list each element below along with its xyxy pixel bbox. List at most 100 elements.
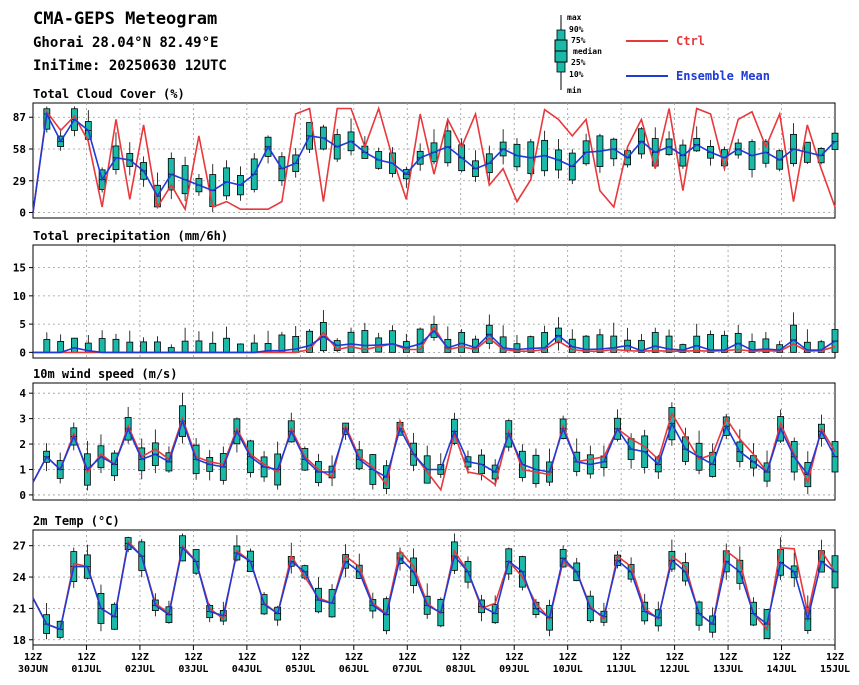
y-tick-label: 15 <box>13 262 26 275</box>
panel-1: Total Cloud Cover (%) 0 29 58 87 <box>13 87 839 220</box>
location-label: Ghorai 28.04°N 82.49°E <box>33 35 218 51</box>
x-tick-label-hour: 12Z <box>612 652 630 663</box>
x-tick-label-date: 08JUL <box>446 664 476 675</box>
x-tick-label-hour: 12Z <box>452 652 470 663</box>
box-body <box>748 341 756 353</box>
box-body <box>57 341 65 353</box>
x-tick-label-hour: 12Z <box>291 652 309 663</box>
box-body <box>651 332 659 353</box>
x-tick-label-hour: 12Z <box>184 652 202 663</box>
box-legend-median-label: median <box>573 46 602 56</box>
box-legend-max: max <box>567 13 582 22</box>
x-tick-label-date: 07JUL <box>392 664 422 675</box>
panel-frame <box>32 382 836 501</box>
box-body <box>817 341 825 353</box>
y-tick-label: 0 <box>19 207 26 220</box>
x-tick-label-hour: 12Z <box>773 652 791 663</box>
box-body <box>582 335 590 353</box>
box-body <box>71 337 78 353</box>
box-body <box>790 324 797 353</box>
box-body <box>43 339 51 353</box>
box-body <box>541 332 549 353</box>
x-axis: 12Z30JUN12Z01JUL12Z02JUL12Z03JUL12Z04JUL… <box>18 645 850 675</box>
x-tick-label-date: 11JUL <box>606 664 636 675</box>
panel-title: Total precipitation (mm/6h) <box>33 229 228 243</box>
legend-ctrl-label: Ctrl <box>676 34 705 48</box>
x-tick-label-hour: 12Z <box>719 652 737 663</box>
x-tick-label-hour: 12Z <box>24 652 42 663</box>
box-body <box>361 330 369 353</box>
x-tick-label-date: 05JUL <box>285 664 315 675</box>
box-body <box>762 338 770 353</box>
y-tick-label: 4 <box>19 387 26 400</box>
panel-2: Total precipitation (mm/6h) 0 5 10 15 <box>13 229 839 359</box>
y-tick-label: 5 <box>19 318 26 331</box>
series-ensemble-mean-line <box>32 418 836 483</box>
y-tick-label: 18 <box>13 634 26 647</box>
x-tick-label-date: 03JUL <box>178 664 208 675</box>
box-body <box>389 330 396 353</box>
legend-mean-label: Ensemble Mean <box>676 69 770 83</box>
box-body <box>306 330 313 353</box>
box-body <box>458 332 466 353</box>
y-tick-label: 87 <box>13 111 26 124</box>
box-body <box>596 334 604 353</box>
x-tick-label-date: 01JUL <box>71 664 101 675</box>
x-tick-label-hour: 12Z <box>826 652 844 663</box>
x-tick-label-hour: 12Z <box>666 652 684 663</box>
x-tick-label-date: 10JUL <box>553 664 583 675</box>
y-tick-label: 27 <box>13 540 26 553</box>
x-tick-label-date: 04JUL <box>232 664 262 675</box>
series-ensemble-mean-line <box>32 542 836 631</box>
box-legend-p75: 75% <box>571 36 586 45</box>
box-body <box>513 343 521 353</box>
y-tick-label: 3 <box>19 413 26 426</box>
box-body <box>237 343 244 353</box>
x-tick-label-date: 30JUN <box>18 664 48 675</box>
box-body <box>223 337 230 353</box>
box-body <box>209 342 217 353</box>
panel-frame <box>32 244 836 359</box>
box-body <box>720 334 728 353</box>
series-ensemble-mean-line <box>32 111 836 213</box>
box-legend: max 90% 75% median 25% 10% min <box>554 13 602 95</box>
series-ctrl-line <box>32 105 836 213</box>
box-legend-p10: 10% <box>569 70 584 79</box>
x-tick-label-hour: 12Z <box>398 652 416 663</box>
panel-title: 2m Temp (°C) <box>33 514 120 528</box>
x-tick-label-date: 06JUL <box>339 664 369 675</box>
box-body <box>195 340 203 353</box>
chart-title: CMA-GEPS Meteogram <box>33 9 217 29</box>
box-body <box>638 340 645 353</box>
x-tick-label-hour: 12Z <box>77 652 95 663</box>
panel-title: 10m wind speed (m/s) <box>33 367 178 381</box>
box-body <box>347 331 355 353</box>
box-body <box>693 335 701 353</box>
y-tick-label: 24 <box>13 571 27 584</box>
box-legend-p25: 25% <box>571 58 586 67</box>
x-tick-label-date: 15JUL <box>820 664 850 675</box>
x-tick-label-hour: 12Z <box>559 652 577 663</box>
y-tick-label: 2 <box>19 438 26 451</box>
panel-title: Total Cloud Cover (%) <box>33 87 185 101</box>
y-tick-label: 21 <box>13 602 27 615</box>
y-tick-label: 0 <box>19 346 26 359</box>
line-legend: Ctrl Ensemble Mean <box>626 34 770 83</box>
x-tick-label-date: 13JUL <box>713 664 743 675</box>
box-body <box>112 338 120 353</box>
x-tick-label-hour: 12Z <box>238 652 256 663</box>
box-body <box>98 338 106 353</box>
box-body <box>126 341 134 353</box>
x-tick-label-hour: 12Z <box>505 652 523 663</box>
box-body <box>154 341 161 353</box>
init-time-label: IniTime: 20250630 12UTC <box>33 58 227 74</box>
y-tick-label: 1 <box>19 463 26 476</box>
box-body <box>707 334 714 353</box>
box-body <box>181 340 189 353</box>
box-legend-p90: 90% <box>569 25 584 34</box>
x-tick-label-date: 02JUL <box>125 664 155 675</box>
box-body <box>140 341 148 353</box>
box-legend-min: min <box>567 85 582 95</box>
